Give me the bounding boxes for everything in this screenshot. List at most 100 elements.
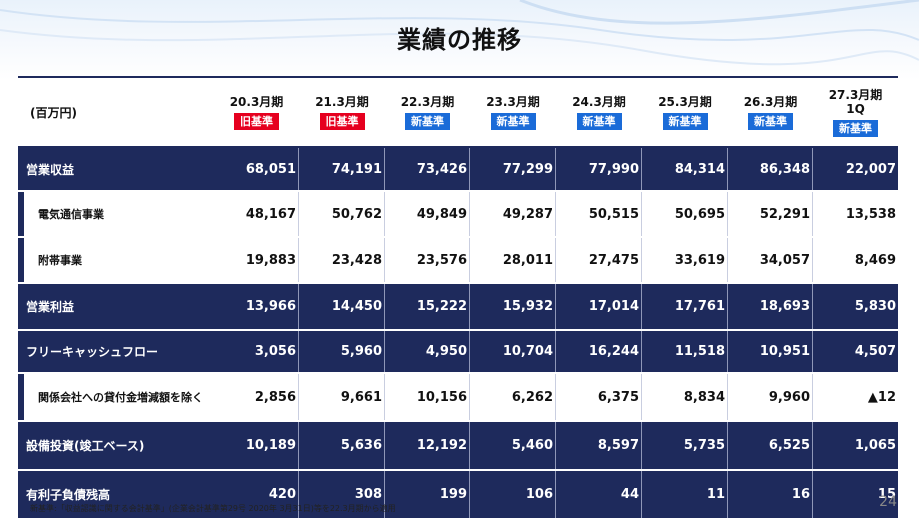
table-cell: 8,597 <box>556 422 642 469</box>
table-row: 附帯事業 19,883 23,428 23,576 28,011 27,475 33,619… <box>18 238 898 282</box>
standard-badge: 新基準 <box>748 112 793 130</box>
table-cell: 8,469 <box>813 238 898 282</box>
table-cell: 22,007 <box>813 148 898 190</box>
column-period-sub: 1Q <box>846 101 865 116</box>
table-row: 営業利益 13,966 14,450 15,222 15,932 17,014 17,761… <box>18 284 898 329</box>
separator-cell <box>18 469 898 471</box>
table-cell: 8,834 <box>642 374 728 420</box>
column-header: 20.3月期 旧基準 <box>214 76 299 148</box>
column-header: 22.3月期 新基準 <box>385 76 470 148</box>
table-cell: 23,428 <box>299 238 385 282</box>
table-row: 設備投資(竣工ベース) 10,189 5,636 12,192 5,460 8,597 5,… <box>18 422 898 469</box>
table-cell: 6,262 <box>470 374 556 420</box>
footnote: 新基準:「収益認識に関する会計基準」(企業会計基準第29号 2020年 3月31… <box>30 504 396 513</box>
column-header: 24.3月期 新基準 <box>556 76 642 148</box>
table-row: 電気通信事業 48,167 50,762 49,849 49,287 50,515 50,6… <box>18 192 898 236</box>
standard-badge: 新基準 <box>405 112 450 130</box>
separator-cell <box>18 372 898 374</box>
table-cell: 77,990 <box>556 148 642 190</box>
column-period: 21.3月期 <box>315 94 369 109</box>
table-row: 関係会社への貸付金増減額を除く 2,856 9,661 10,156 6,262 6,37… <box>18 374 898 420</box>
table-cell: 15,932 <box>470 284 556 329</box>
table-cell: 17,761 <box>642 284 728 329</box>
table-cell: 9,960 <box>728 374 813 420</box>
column-period: 24.3月期 <box>572 94 626 109</box>
table-row: フリーキャッシュフロー 3,056 5,960 4,950 10,704 16,244 11… <box>18 331 898 372</box>
table-cell: 52,291 <box>728 192 813 236</box>
table-cell: 199 <box>385 471 470 518</box>
row-label: 営業利益 <box>18 284 214 329</box>
table-cell: 18,693 <box>728 284 813 329</box>
table-cell: 11 <box>642 471 728 518</box>
column-header: 25.3月期 新基準 <box>642 76 728 148</box>
table-cell: 15,222 <box>385 284 470 329</box>
standard-badge: 新基準 <box>490 112 536 130</box>
table-cell: 1,065 <box>813 422 898 469</box>
table-cell: 27,475 <box>556 238 642 282</box>
table-cell: 5,830 <box>813 284 898 329</box>
table-cell: 10,189 <box>214 422 299 469</box>
row-separator <box>18 282 898 284</box>
table-cell: 50,695 <box>642 192 728 236</box>
table-cell: 49,849 <box>385 192 470 236</box>
table-cell: 44 <box>556 471 642 518</box>
table-cell: 23,576 <box>385 238 470 282</box>
table-cell: 49,287 <box>470 192 556 236</box>
row-label: 営業収益 <box>18 148 214 190</box>
separator-cell <box>18 420 898 422</box>
table-cell: 77,299 <box>470 148 556 190</box>
table-cell: 17,014 <box>556 284 642 329</box>
row-label: 有利子負債残高 <box>18 471 214 518</box>
table-cell: 9,661 <box>299 374 385 420</box>
table-cell: 19,883 <box>214 238 299 282</box>
row-label: 電気通信事業 <box>18 192 214 236</box>
table-cell: 34,057 <box>728 238 813 282</box>
table-cell: 86,348 <box>728 148 813 190</box>
table-cell: 11,518 <box>642 331 728 372</box>
table-cell: 4,950 <box>385 331 470 372</box>
column-header: 27.3月期 1Q 新基準 <box>813 76 898 148</box>
table-cell: 28,011 <box>470 238 556 282</box>
table-cell: 73,426 <box>385 148 470 190</box>
standard-badge: 旧基準 <box>319 112 365 130</box>
column-header: 21.3月期 旧基準 <box>299 76 385 148</box>
standard-badge: 旧基準 <box>234 112 279 130</box>
column-period: 22.3月期 <box>400 94 455 109</box>
row-label: 設備投資(竣工ベース) <box>18 422 214 469</box>
table-cell: 16,244 <box>556 331 642 372</box>
background-decoration <box>0 0 919 80</box>
table-header-row: (百万円) 20.3月期 旧基準 21.3月期 旧基準 22.3月期 新基準 23.3月期新… <box>18 76 898 148</box>
row-label: 関係会社への貸付金増減額を除く <box>18 374 214 420</box>
performance-table: (百万円) 20.3月期 旧基準 21.3月期 旧基準 22.3月期 新基準 23.3月期新… <box>18 76 898 518</box>
unit-label: (百万円) <box>18 76 214 148</box>
page-number: 24 <box>879 494 897 510</box>
table-cell: 106 <box>470 471 556 518</box>
table-cell: 50,515 <box>556 192 642 236</box>
table-cell: 14,450 <box>299 284 385 329</box>
row-label: フリーキャッシュフロー <box>18 331 214 372</box>
table-cell: 5,636 <box>299 422 385 469</box>
column-period: 23.3月期 <box>486 94 540 109</box>
table-cell: 420 <box>214 471 299 518</box>
table-row: 営業収益 68,051 74,191 73,426 77,299 77,990 84,314… <box>18 148 898 190</box>
table-cell: 50,762 <box>299 192 385 236</box>
column-period: 26.3月期 <box>743 94 798 109</box>
table-cell: 5,460 <box>470 422 556 469</box>
table-cell: 12,192 <box>385 422 470 469</box>
table-cell: 10,704 <box>470 331 556 372</box>
separator-cell <box>18 282 898 284</box>
table-cell: 3,056 <box>214 331 299 372</box>
separator-cell <box>18 190 898 192</box>
row-separator <box>18 372 898 374</box>
standard-badge: 新基準 <box>833 119 878 137</box>
table-cell: 13,966 <box>214 284 299 329</box>
table-cell: 15 <box>813 471 898 518</box>
table-cell: 10,951 <box>728 331 813 372</box>
table-cell: 6,375 <box>556 374 642 420</box>
column-period: 25.3月期 <box>658 94 712 109</box>
table-cell: 84,314 <box>642 148 728 190</box>
table-cell: 6,525 <box>728 422 813 469</box>
table-cell: 4,507 <box>813 331 898 372</box>
column-period: 27.3月期 <box>828 87 883 102</box>
column-header: 23.3月期 新基準 <box>470 76 556 148</box>
